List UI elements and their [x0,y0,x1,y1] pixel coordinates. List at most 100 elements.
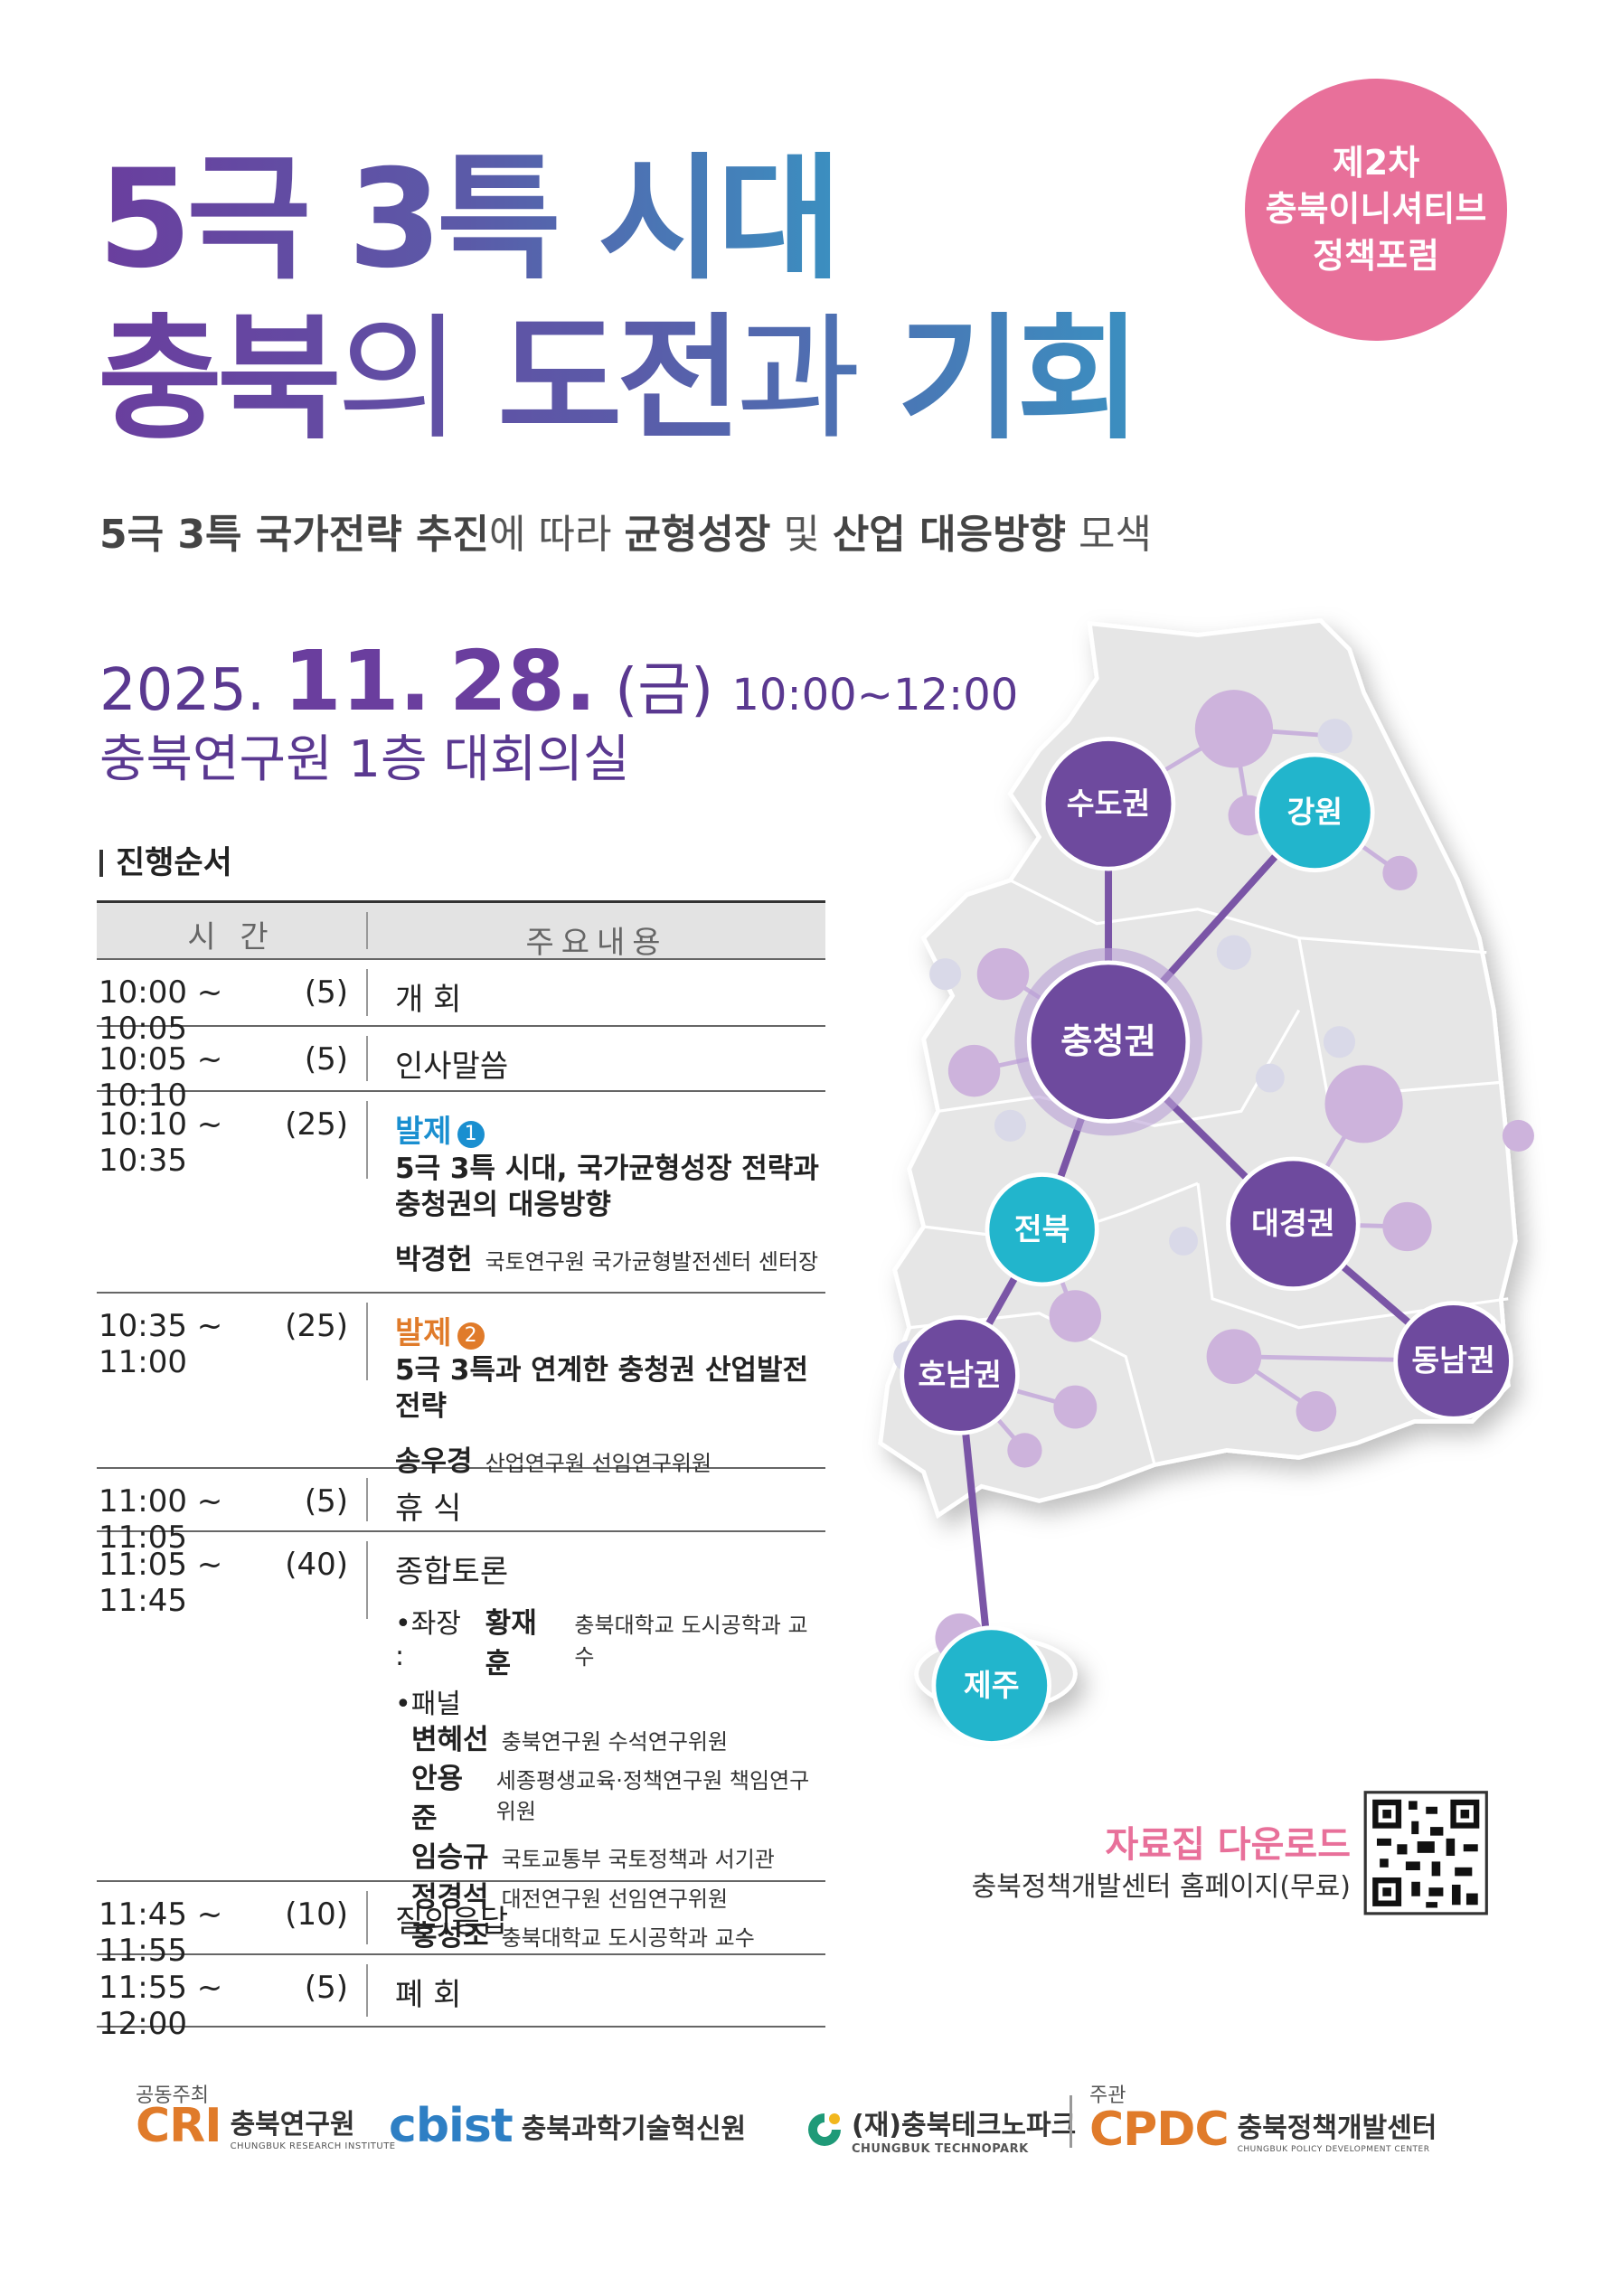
badge-line: 충북이니셔티브 [1265,189,1487,230]
event-date: 2025. 11. 28. (금) 10:00~12:00 [99,633,1018,729]
region-label: 수도권 [1067,786,1151,821]
topic: 5극 3특과 연계한 충청권 산업발전전략 [395,1354,809,1424]
technopark-icon [808,2113,841,2146]
divider [1070,2095,1072,2148]
time: 11:55 ~ 12:00 [99,1970,223,2042]
time: 10:05 ~ 10:10 [99,1041,223,1114]
program-row: 10:10 ~ 10:35 (25) 발제 1 5극 3특 시대, 국가균형성장 전… [97,1092,825,1294]
panel-member: 정경석 대전연구원 선임연구위원 [411,1878,825,1917]
session-label: 발제 [395,1114,452,1150]
forum-badge: 제2차 충북이니셔티브 정책포럼 [1245,79,1507,341]
org-name: (재)충북테크노파크 [852,2110,1077,2141]
time: 10:00 ~ 10:05 [99,974,223,1047]
program-heading: 진행순서 [99,848,232,880]
chair-label: •좌장 : [395,1608,461,1672]
org-name: 충북과학기술혁신원 [521,2113,747,2145]
logo-mark: CRI [136,2099,222,2153]
duration: (5) [304,974,348,1011]
content: 인사말씀 [395,1049,509,1085]
region-node [931,1625,1051,1746]
subtitle-part: 5극 3특 국가전략 추진 [99,512,490,558]
topic: 충청권의 대응방향 [395,1189,611,1222]
region-label: 대경권 [1251,1206,1335,1241]
affiliation: 국토연구원 국가균형발전센터 센터장 [485,1248,819,1275]
program-row: 10:35 ~ 11:00 (25) 발제 2 5극 3특과 연계한 충청권 산업발… [97,1294,825,1478]
program-row: 11:00 ~ 11:05 (5) 휴 식 [97,1469,825,1556]
logo-mark: cbist [389,2099,514,2153]
topic: 5극 3특 시대, 국가균형성장 전략과 [395,1153,819,1185]
badge-line: 제2차 [1332,143,1420,183]
duration: (10) [285,1896,348,1933]
panel-member: 임승규 국토교통부 국토정책과 서기관 [411,1839,825,1877]
time: 11:45 ~ 11:55 [99,1896,223,1969]
chair: 황재훈 [485,1607,537,1680]
title-line: 충북의 도전과 기회 [98,312,1136,447]
region-node [1255,752,1375,873]
region-label: 동남권 [1411,1343,1495,1379]
download-note: 충북정책개발센터 홈페이지(무료) [971,1871,1351,1903]
table-header: 시 간 주요내용 [97,900,825,961]
org-english: CHUNGBUK RESEARCH INSTITUTE [230,2141,396,2151]
org-name: 충북연구원 [230,2108,355,2141]
subtitle-part: 및 [770,512,833,558]
title-part: 충북 [98,301,337,458]
affiliation: 충북대학교 도시공학과 교수 [574,1613,808,1670]
org-logo: cbist 충북과학기술혁신원 [389,2099,746,2153]
month: 11. [283,633,431,729]
duration: (5) [304,1970,348,2006]
header-cell: 주요내용 [525,925,668,961]
region-node [1026,960,1191,1124]
time: 11:05 ~ 11:45 [99,1547,223,1619]
subtitle-part: 균형성장 [624,512,771,558]
org-logo: (재)충북테크노파크 CHUNGBUK TECHNOPARK [805,2103,1076,2156]
org-english: CHUNGBUK TECHNOPARK [852,2142,1029,2156]
time: 11:00 ~ 11:05 [99,1483,223,1556]
affiliation: 국토교통부 국토정책과 서기관 [501,1847,775,1873]
content: 휴 식 [395,1491,462,1527]
title-line: 5극 3특 시대 [98,141,842,298]
weekday: (금) [615,657,714,724]
panel-member: 안용준 세종평생교육·정책연구원 책임연구위원 [411,1760,825,1839]
title-part: 의 [336,301,457,458]
subtitle-part: 에 따라 [489,512,625,558]
qr-code [1363,1791,1488,1915]
title-part: 기회 [897,301,1136,458]
day: 28. [448,633,597,729]
region-node [1041,737,1176,871]
badge-line: 정책포럼 [1313,235,1439,276]
time: 10:10 ~ 10:35 [99,1106,223,1179]
region-label: 충청권 [1060,1021,1156,1062]
org-name: 충북정책개발센터 [1237,2113,1437,2144]
panel-label: •패널 [395,1689,461,1720]
venue: 충북연구원 1층 대회의실 [99,730,630,789]
panelist-name: 안용준 [411,1763,464,1835]
year: 2025. [99,657,266,724]
region-label: 강원 [1286,795,1343,830]
affiliation: 산업연구원 선임연구위원 [485,1450,712,1476]
org-english: CHUNGBUK POLICY DEVELOPMENT CENTER [1237,2145,1430,2154]
duration: (5) [304,1041,348,1077]
download-title: 자료집 다운로드 [1105,1824,1351,1866]
org-logo: CRI 충북연구원 CHUNGBUK RESEARCH INSTITUTE [136,2099,396,2153]
region-node [1393,1301,1513,1421]
content: 질의응답 [395,1904,509,1940]
panel-member: 변혜선 충북연구원 수석연구위원 [411,1721,825,1760]
program-table: 시 간 주요내용 10:00 ~ 10:05 (5) 개 회 10:05 ~ 10:1… [97,900,825,2042]
subtitle-part: 산업 대응방향 [832,512,1067,558]
duration: (25) [285,1106,348,1143]
subtitle-part: 모색 [1066,512,1152,558]
cohost-label: 공동주최 [136,2084,209,2107]
program-row: 10:05 ~ 10:10 (5) 인사말씀 [97,1027,825,1114]
region-label: 호남권 [918,1358,1002,1393]
duration: (25) [285,1308,348,1344]
affiliation: 충북대학교 도시공학과 교수 [501,1924,755,1951]
logo-mark: CPDC [1089,2103,1230,2157]
session-label: 발제 [395,1315,452,1351]
affiliation: 세종평생교육·정책연구원 책임연구위원 [495,1768,810,1824]
host-label: 주관 [1089,2084,1126,2107]
panelist-name: 홍성조 [411,1919,489,1953]
